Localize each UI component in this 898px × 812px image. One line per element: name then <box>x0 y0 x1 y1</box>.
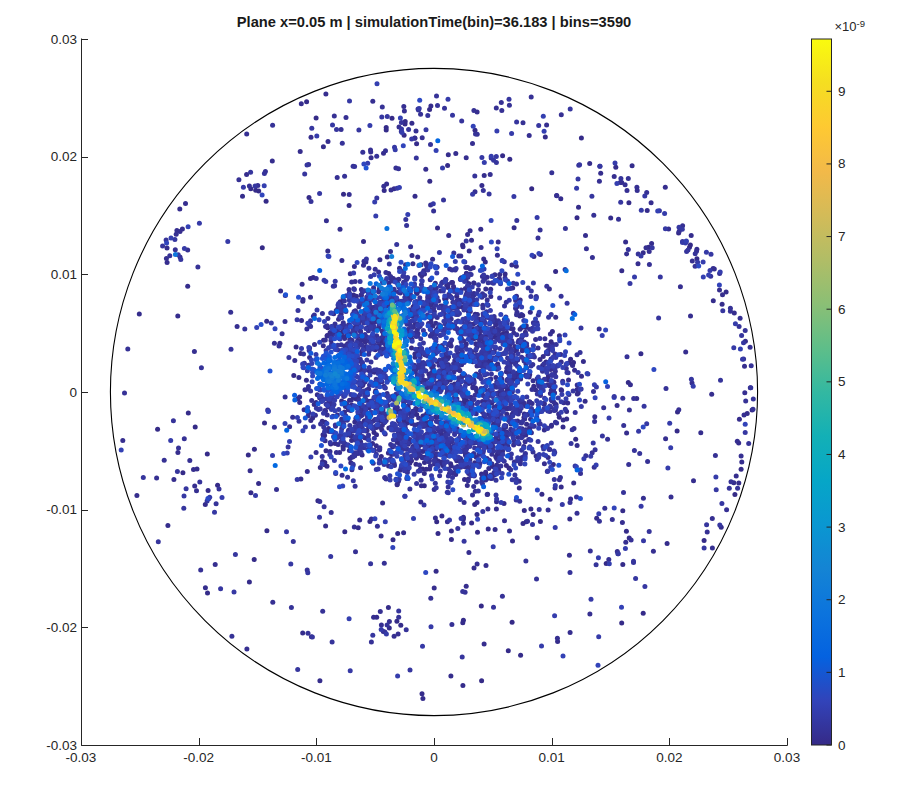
svg-text:-0.02: -0.02 <box>46 620 77 635</box>
svg-text:-0.01: -0.01 <box>301 750 332 765</box>
svg-text:1: 1 <box>838 665 846 680</box>
svg-text:-0.01: -0.01 <box>46 502 77 517</box>
svg-text:0.02: 0.02 <box>656 750 682 765</box>
svg-text:0: 0 <box>69 385 77 400</box>
svg-text:-0.03: -0.03 <box>46 738 77 753</box>
svg-text:7: 7 <box>838 229 846 244</box>
svg-text:0.01: 0.01 <box>539 750 565 765</box>
svg-text:8: 8 <box>838 156 846 171</box>
svg-text:5: 5 <box>838 374 846 389</box>
svg-text:9: 9 <box>838 84 846 99</box>
svg-text:0.02: 0.02 <box>51 149 77 164</box>
svg-text:0: 0 <box>430 750 438 765</box>
svg-text:2: 2 <box>838 592 846 607</box>
svg-text:0.01: 0.01 <box>51 267 77 282</box>
svg-text:0.03: 0.03 <box>51 32 77 47</box>
svg-text:Plane x=0.05 m | simulationTim: Plane x=0.05 m | simulationTime(bin)=36.… <box>237 14 632 30</box>
svg-text:-0.02: -0.02 <box>183 750 214 765</box>
svg-text:0: 0 <box>838 738 846 753</box>
svg-text:6: 6 <box>838 302 846 317</box>
svg-text:4: 4 <box>838 447 846 462</box>
svg-text:0.03: 0.03 <box>774 750 800 765</box>
svg-text:3: 3 <box>838 520 846 535</box>
